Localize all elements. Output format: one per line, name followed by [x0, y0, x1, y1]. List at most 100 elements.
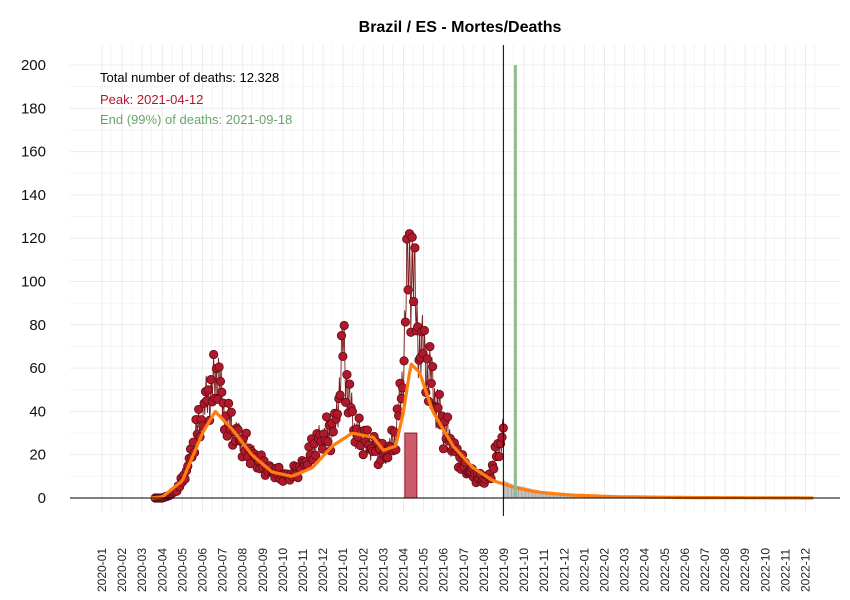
projection-bar: [537, 490, 539, 498]
x-tick-label: 2021-08: [477, 548, 491, 592]
observed-point: [226, 407, 236, 417]
observed-point: [338, 351, 348, 362]
x-tick-label: 2020-12: [316, 548, 330, 592]
x-tick-label: 2022-03: [618, 548, 632, 592]
x-tick-label: 2021-07: [457, 548, 471, 592]
observed-point: [497, 432, 507, 442]
x-tick-label: 2021-02: [356, 548, 370, 592]
x-tick-label: 2022-04: [638, 548, 652, 592]
projection-bar: [553, 492, 555, 498]
peak-bar-group: [404, 432, 418, 499]
observed-point: [425, 341, 435, 352]
x-tick-label: 2021-01: [336, 548, 350, 592]
observed-point: [434, 389, 445, 400]
observed-point: [340, 397, 351, 407]
y-tick-label: 40: [29, 403, 46, 420]
x-tick-label: 2020-05: [175, 548, 189, 592]
x-tick-label: 2021-04: [397, 548, 411, 592]
projection-bar: [523, 487, 525, 498]
projection-bar: [529, 488, 531, 498]
observed-point: [328, 427, 338, 437]
chart-title: Brazil / ES - Mortes/Deaths: [359, 19, 562, 36]
observed-point: [332, 409, 343, 419]
y-tick-label: 20: [29, 447, 46, 464]
observed-point: [194, 404, 204, 415]
x-tick-label: 2022-12: [799, 548, 813, 592]
observed-point: [407, 232, 417, 242]
observed-point: [209, 349, 219, 360]
observed-point: [347, 407, 357, 417]
x-tick-label: 2020-01: [95, 548, 109, 592]
observed-point: [206, 375, 216, 385]
observed-point: [399, 356, 409, 366]
x-tick-label: 2020-09: [256, 548, 270, 592]
projection-bar: [526, 487, 528, 498]
projection-bar: [546, 491, 548, 498]
observed-point: [442, 412, 453, 422]
grid: [70, 45, 840, 512]
observed-point: [428, 361, 438, 372]
x-tick-label: 2020-11: [296, 549, 310, 592]
x-tick-label: 2021-05: [417, 548, 431, 592]
projection-bar: [544, 491, 546, 498]
projection-bar: [532, 489, 534, 498]
observed-point: [345, 379, 355, 389]
observed-point: [410, 243, 420, 253]
x-tick-label: 2022-02: [598, 548, 612, 592]
y-tick-label: 120: [21, 230, 46, 247]
observed-point: [215, 376, 226, 387]
y-tick-label: 0: [38, 490, 46, 507]
peak-annotation: Peak: 2021-04-12: [100, 92, 203, 107]
observed-series: [150, 229, 508, 503]
projection-bar: [543, 491, 545, 498]
projection-bar: [506, 481, 508, 498]
observed-point: [438, 444, 449, 454]
observed-point: [339, 320, 349, 331]
observed-point: [354, 413, 364, 423]
projection-bar: [512, 484, 514, 498]
observed-point: [217, 387, 227, 397]
observed-point: [335, 390, 345, 400]
projection-bar: [504, 480, 506, 498]
projection-bar: [551, 492, 553, 498]
observed-point: [224, 398, 234, 408]
projection-bar: [540, 490, 542, 498]
x-tick-label: 2021-09: [497, 548, 511, 592]
y-tick-label: 200: [21, 57, 46, 74]
projection-bar: [547, 491, 549, 498]
observed-point: [321, 412, 332, 422]
observed-point: [362, 425, 372, 435]
y-tick-label: 160: [21, 144, 46, 161]
projection-bar: [541, 491, 543, 498]
y-tick-label: 180: [21, 100, 46, 117]
observed-point: [203, 385, 213, 395]
projection-bar: [548, 492, 550, 498]
observed-point: [342, 370, 352, 380]
projection-bar: [509, 483, 511, 498]
x-tick-label: 2021-11: [537, 549, 551, 592]
x-tick-label: 2021-12: [557, 548, 571, 592]
y-tick-label: 80: [29, 317, 46, 334]
total-deaths-annotation: Total number of deaths: 12.328: [100, 70, 279, 85]
end-annotation: End (99%) of deaths: 2021-09-18: [100, 112, 292, 127]
x-tick-label: 2020-04: [155, 548, 169, 592]
observed-point: [383, 453, 393, 463]
projection-bar: [519, 486, 521, 498]
observed-point: [214, 362, 224, 372]
projection-bar: [550, 492, 552, 498]
observed-point: [426, 378, 436, 389]
x-tick-label: 2020-10: [276, 548, 290, 592]
observed-point: [489, 464, 499, 474]
projection-bar: [520, 486, 522, 498]
y-tick-labels: 0 20 40 60 80 100 120 140 160 180 200: [21, 57, 46, 507]
x-tick-label: 2022-05: [658, 548, 672, 592]
projection-bar: [534, 489, 536, 498]
x-tick-labels: 2020-01 2020-02 2020-03 2020-04 2020-05 2020-…: [95, 548, 813, 592]
observed-point: [419, 325, 430, 336]
observed-point: [422, 354, 432, 364]
y-tick-label: 100: [21, 274, 46, 291]
projection-bar: [516, 485, 518, 498]
x-tick-label: 2021-03: [376, 548, 390, 592]
projection-bar: [533, 489, 535, 498]
